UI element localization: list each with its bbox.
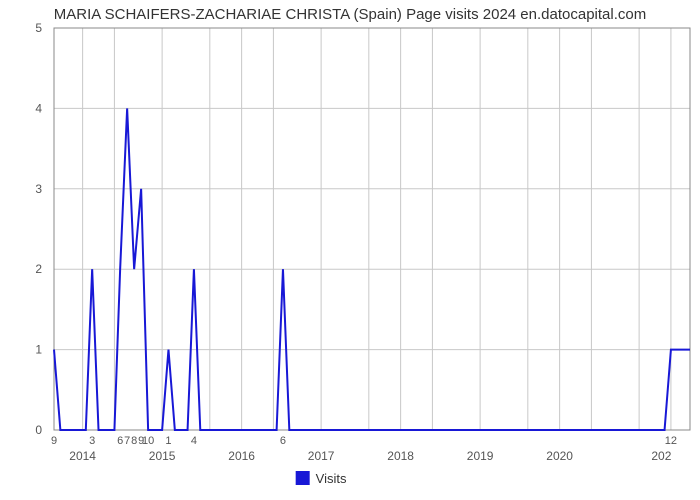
svg-text:7: 7 (124, 435, 130, 447)
svg-text:2016: 2016 (228, 449, 255, 463)
svg-text:3: 3 (35, 182, 42, 196)
svg-text:2014: 2014 (69, 449, 96, 463)
visits-line-chart: MARIA SCHAIFERS-ZACHARIAE CHRISTA (Spain… (0, 0, 700, 500)
svg-text:2017: 2017 (308, 449, 335, 463)
chart-svg: 0123459367891014612201420152016201720182… (0, 0, 700, 500)
svg-text:2015: 2015 (149, 449, 176, 463)
svg-text:2019: 2019 (467, 449, 494, 463)
chart-title: MARIA SCHAIFERS-ZACHARIAE CHRISTA (Spain… (0, 6, 700, 23)
svg-text:4: 4 (35, 101, 42, 115)
svg-text:5: 5 (35, 21, 42, 35)
svg-text:6: 6 (117, 435, 123, 447)
svg-text:8: 8 (131, 435, 137, 447)
svg-text:0: 0 (35, 423, 42, 437)
svg-text:10: 10 (142, 435, 154, 447)
svg-text:Visits: Visits (316, 471, 347, 486)
svg-text:3: 3 (89, 435, 95, 447)
svg-text:1: 1 (35, 343, 42, 357)
svg-text:6: 6 (280, 435, 286, 447)
svg-text:12: 12 (665, 435, 677, 447)
svg-text:9: 9 (51, 435, 57, 447)
svg-text:4: 4 (191, 435, 197, 447)
svg-text:2018: 2018 (387, 449, 414, 463)
svg-text:1: 1 (165, 435, 171, 447)
svg-text:2: 2 (35, 262, 42, 276)
svg-text:202: 202 (651, 449, 671, 463)
svg-text:2020: 2020 (546, 449, 573, 463)
